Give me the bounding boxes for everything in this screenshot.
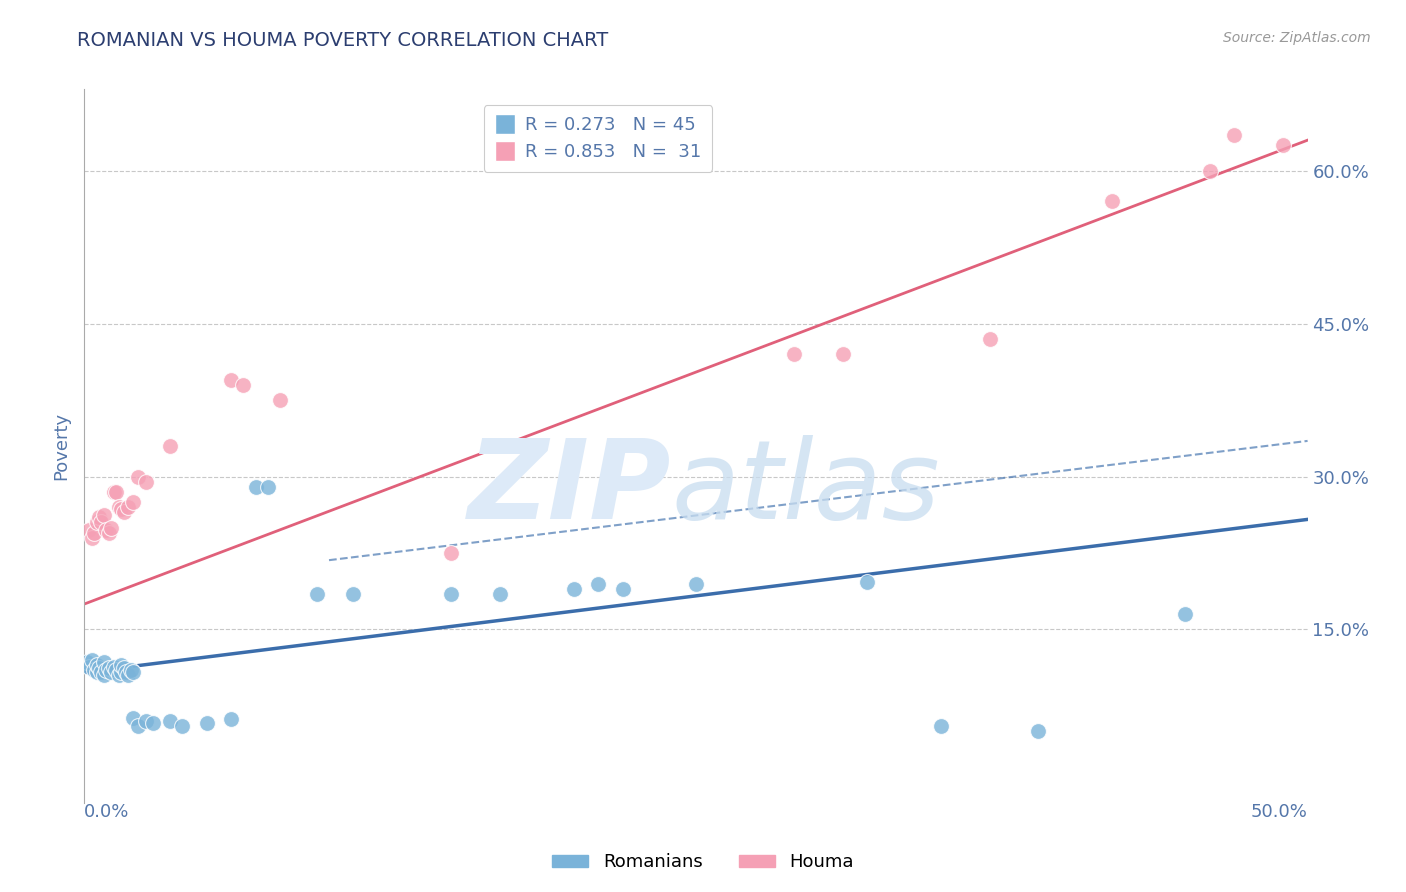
Text: ROMANIAN VS HOUMA POVERTY CORRELATION CHART: ROMANIAN VS HOUMA POVERTY CORRELATION CH…	[77, 31, 609, 50]
Point	[117, 668, 139, 682]
Point	[117, 500, 139, 515]
Legend: Romanians, Houma: Romanians, Houma	[546, 847, 860, 879]
Text: Source: ZipAtlas.com: Source: ZipAtlas.com	[1223, 31, 1371, 45]
Point	[1198, 163, 1220, 178]
Point	[1223, 128, 1246, 142]
Point	[172, 719, 194, 733]
Point	[112, 661, 135, 675]
Point	[105, 484, 128, 499]
Point	[86, 665, 108, 680]
Point	[107, 500, 129, 515]
Point	[77, 523, 100, 537]
Point	[127, 719, 149, 733]
Text: atlas: atlas	[672, 435, 941, 542]
Point	[195, 716, 218, 731]
Point	[305, 587, 328, 601]
Point	[103, 484, 125, 499]
Point	[1174, 607, 1197, 622]
Point	[77, 660, 100, 674]
Point	[783, 347, 806, 361]
Point	[122, 495, 145, 509]
Point	[86, 516, 108, 530]
Point	[440, 587, 463, 601]
Point	[1272, 138, 1295, 153]
Point	[232, 377, 254, 392]
Point	[440, 546, 463, 560]
Y-axis label: Poverty: Poverty	[52, 412, 70, 480]
Point	[1101, 194, 1123, 209]
Point	[135, 714, 157, 729]
Point	[562, 582, 585, 596]
Point	[122, 711, 145, 725]
Point	[115, 665, 138, 680]
Point	[110, 665, 132, 680]
Point	[342, 587, 364, 601]
Point	[979, 332, 1001, 346]
Point	[159, 439, 181, 453]
Point	[105, 663, 128, 677]
Point	[100, 520, 122, 534]
Point	[76, 655, 98, 669]
Point	[107, 668, 129, 682]
Point	[83, 525, 105, 540]
Point	[110, 658, 132, 673]
Point	[80, 653, 103, 667]
Point	[110, 502, 132, 516]
Point	[90, 516, 112, 530]
Point	[87, 661, 110, 675]
Point	[93, 508, 115, 523]
Point	[159, 714, 181, 729]
Text: 0.0%: 0.0%	[84, 803, 129, 821]
Point	[97, 525, 120, 540]
Point	[120, 663, 142, 677]
Point	[103, 660, 125, 674]
Point	[80, 531, 103, 545]
Text: ZIP: ZIP	[468, 435, 672, 542]
Point	[929, 719, 952, 733]
Point	[127, 469, 149, 483]
Point	[612, 582, 634, 596]
Point	[100, 665, 122, 680]
Point	[269, 393, 291, 408]
Point	[97, 661, 120, 675]
Point	[489, 587, 512, 601]
Point	[122, 665, 145, 680]
Point	[96, 663, 118, 677]
Point	[87, 510, 110, 524]
Point	[86, 658, 108, 673]
Point	[90, 665, 112, 680]
Text: 50.0%: 50.0%	[1251, 803, 1308, 821]
Point	[257, 480, 280, 494]
Point	[856, 574, 879, 589]
Point	[586, 576, 609, 591]
Point	[96, 523, 118, 537]
Point	[112, 505, 135, 519]
Point	[1028, 724, 1050, 739]
Point	[245, 480, 267, 494]
Point	[83, 663, 105, 677]
Point	[831, 347, 853, 361]
Point	[93, 655, 115, 669]
Point	[685, 576, 707, 591]
Point	[142, 716, 165, 731]
Legend: R = 0.273   N = 45, R = 0.853   N =  31: R = 0.273 N = 45, R = 0.853 N = 31	[484, 105, 713, 172]
Point	[135, 475, 157, 489]
Point	[219, 712, 242, 726]
Point	[219, 373, 242, 387]
Point	[93, 668, 115, 682]
